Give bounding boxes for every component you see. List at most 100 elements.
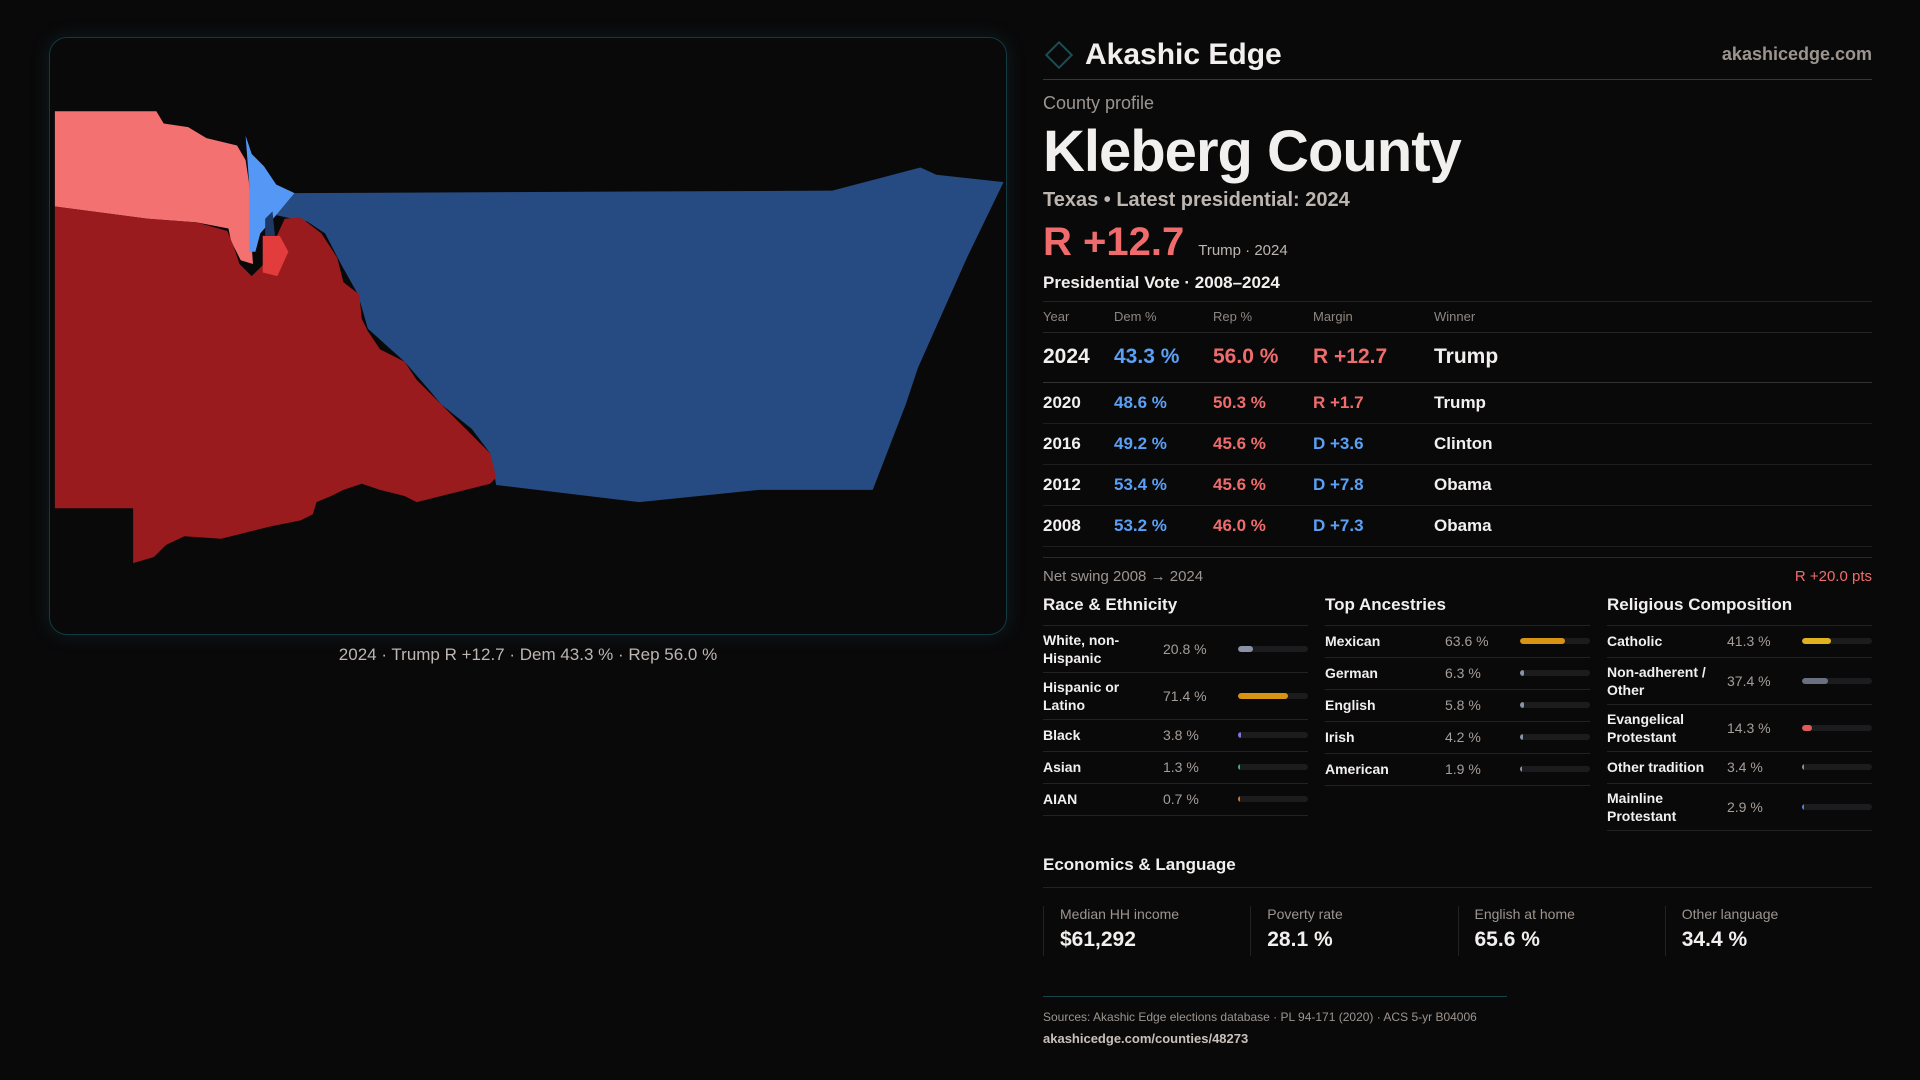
- share-bar-fill: [1238, 692, 1288, 699]
- page-title: Kleberg County: [1043, 119, 1462, 184]
- item-name: German: [1325, 665, 1378, 681]
- item-name: Evangelical Protestant: [1607, 710, 1685, 745]
- stat-label: Median HH income: [1060, 905, 1180, 922]
- site-link[interactable]: akashicedge.com: [1721, 44, 1872, 64]
- stat-card: English at home 65.6 %: [1457, 905, 1665, 956]
- col-year: Year: [1043, 302, 1114, 333]
- item-name: Mainline Protestant: [1607, 789, 1677, 824]
- cell-margin: D +7.3: [1313, 505, 1434, 547]
- cell-rep: 46.0 %: [1213, 505, 1313, 547]
- item-name: White, non-Hispanic: [1043, 631, 1120, 666]
- demographic-row: Irish 4.2 %: [1325, 722, 1590, 754]
- share-bar: [1238, 692, 1308, 699]
- swing-label: Net swing 2008 → 2024: [1043, 567, 1204, 585]
- cell-winner: Clinton: [1434, 423, 1872, 465]
- cell-dem: 43.3 %: [1114, 332, 1213, 383]
- item-pct: 1.3 %: [1163, 759, 1199, 775]
- share-bar-fill: [1802, 724, 1812, 731]
- precinct-dem-small[interactable]: [265, 211, 275, 236]
- item-pct: 1.9 %: [1445, 761, 1481, 777]
- item-name: Non-adherent / Other: [1607, 663, 1706, 698]
- item-pct: 14.3 %: [1727, 719, 1771, 736]
- share-bar-fill: [1238, 796, 1240, 802]
- item-pct: 71.4 %: [1163, 687, 1207, 704]
- share-bar: [1520, 702, 1590, 708]
- item-pct: 5.8 %: [1445, 697, 1481, 713]
- cell-winner: Obama: [1434, 464, 1872, 506]
- footer: Sources: Akashic Edge elections database…: [1043, 995, 1507, 1049]
- demographic-row: Evangelical Protestant 14.3 %: [1607, 705, 1872, 752]
- share-bar: [1520, 766, 1590, 772]
- share-bar: [1802, 638, 1872, 644]
- map-caption: 2024 · Trump R +12.7 · Dem 43.3 % · Rep …: [338, 645, 718, 664]
- headline-margin: R +12.7 Trump · 2024: [1043, 220, 1872, 265]
- eyebrow: County profile: [1043, 93, 1155, 113]
- net-swing: Net swing 2008 → 2024 R +20.0 pts: [1043, 556, 1872, 585]
- demographic-group: Race & Ethnicity White, non-Hispanic 20.8 …: [1043, 595, 1308, 831]
- stat-card: Poverty rate 28.1 %: [1250, 905, 1457, 956]
- demographic-row: Black 3.8 %: [1043, 720, 1308, 752]
- share-bar: [1802, 677, 1872, 684]
- sources: Sources: Akashic Edge elections database…: [1043, 1009, 1477, 1024]
- demographic-group: Religious Composition Catholic 41.3 % Non-a…: [1607, 595, 1872, 831]
- cell-year: 2020: [1043, 382, 1114, 424]
- county-map[interactable]: [49, 37, 1007, 635]
- vote-row: 2024 43.3 % 56.0 % R +12.7 Trump: [1043, 332, 1872, 383]
- item-name: Other tradition: [1607, 759, 1705, 775]
- precinct-rep-mid[interactable]: [262, 235, 289, 277]
- cell-margin: D +3.6: [1313, 423, 1434, 465]
- header: Akashic Edge akashicedge.com: [1043, 30, 1872, 80]
- precinct-rep-lean[interactable]: [54, 111, 253, 264]
- item-name: Mexican: [1325, 633, 1381, 649]
- precinct-dem-lean[interactable]: [245, 135, 295, 252]
- brand[interactable]: Akashic Edge: [1043, 38, 1282, 72]
- county-url[interactable]: akashicedge.com/counties/48273: [1043, 1030, 1249, 1046]
- share-bar-fill: [1520, 638, 1565, 644]
- cell-dem: 48.6 %: [1114, 382, 1213, 424]
- stat-label: Poverty rate: [1267, 905, 1343, 922]
- economics-title: Economics & Language: [1043, 855, 1872, 888]
- vote-row: 2016 49.2 % 45.6 % D +3.6 Clinton: [1043, 423, 1872, 465]
- votes-table: Year Dem % Rep % Margin Winner 2024 43.3 …: [1043, 302, 1872, 547]
- group-title: Top Ancestries: [1325, 595, 1590, 626]
- cell-rep: 50.3 %: [1213, 382, 1313, 424]
- share-bar-fill: [1802, 638, 1831, 644]
- share-bar-fill: [1520, 702, 1525, 708]
- stat-card: Other language 34.4 %: [1664, 905, 1872, 956]
- share-bar-fill: [1520, 766, 1522, 772]
- margin-label: Trump · 2024: [1198, 242, 1288, 259]
- demographic-row: Other tradition 3.4 %: [1607, 752, 1872, 784]
- cell-rep: 56.0 %: [1213, 332, 1313, 383]
- brand-name: Akashic Edge: [1085, 37, 1282, 71]
- demographic-row: Catholic 41.3 %: [1607, 626, 1872, 658]
- stat-label: English at home: [1474, 905, 1575, 922]
- cell-dem: 49.2 %: [1114, 423, 1213, 465]
- demographic-row: AIAN 0.7 %: [1043, 784, 1308, 816]
- cell-rep: 45.6 %: [1213, 423, 1313, 465]
- col-margin: Margin: [1313, 302, 1434, 333]
- share-bar-fill: [1238, 645, 1253, 652]
- cell-dem: 53.2 %: [1114, 505, 1213, 547]
- demographic-row: Mexican 63.6 %: [1325, 626, 1590, 658]
- item-pct: 63.6 %: [1445, 633, 1489, 649]
- share-bar-fill: [1520, 734, 1523, 740]
- share-bar-fill: [1520, 670, 1525, 676]
- item-pct: 0.7 %: [1163, 791, 1199, 807]
- col-winner: Winner: [1434, 302, 1872, 333]
- demographic-row: Mainline Protestant 2.9 %: [1607, 784, 1872, 831]
- cell-year: 2008: [1043, 505, 1114, 547]
- precinct-rep-strong[interactable]: [54, 206, 497, 564]
- share-bar: [1802, 803, 1872, 810]
- cell-winner: Obama: [1434, 505, 1872, 547]
- diamond-logo-icon: [1044, 40, 1074, 69]
- stat-label: Other language: [1681, 905, 1779, 922]
- item-name: Asian: [1043, 759, 1082, 775]
- demographic-row: English 5.8 %: [1325, 690, 1590, 722]
- cell-margin: R +1.7: [1313, 382, 1434, 424]
- item-name: Catholic: [1607, 633, 1663, 649]
- cell-winner: Trump: [1434, 382, 1872, 424]
- stat-value: 28.1 %: [1267, 927, 1333, 951]
- item-pct: 2.9 %: [1727, 798, 1763, 815]
- col-rep: Rep %: [1213, 302, 1313, 333]
- precinct-dem-strong[interactable]: [276, 167, 1004, 503]
